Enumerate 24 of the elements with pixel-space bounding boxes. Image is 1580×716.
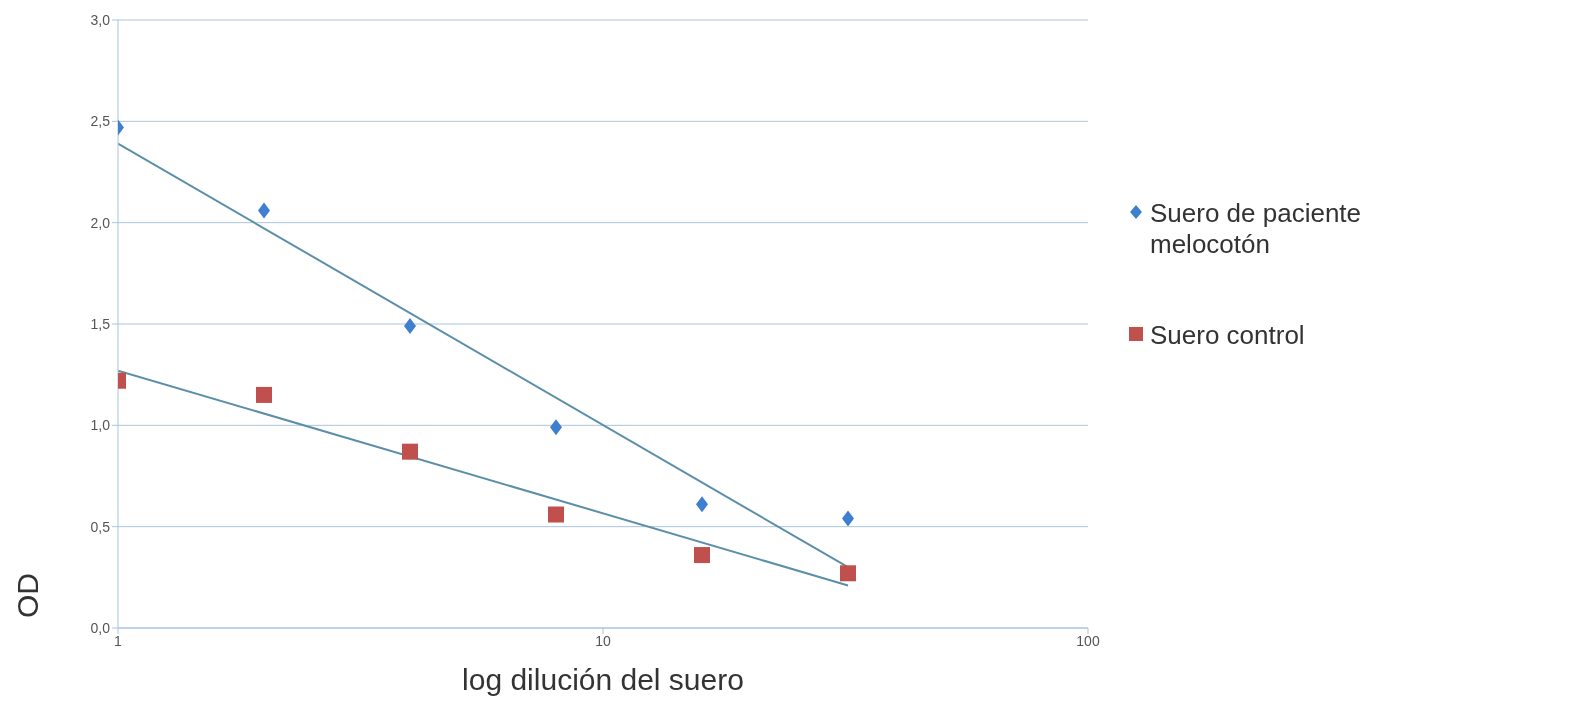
- y-tick-label: 1,5: [90, 315, 111, 332]
- point: [258, 202, 270, 219]
- y-tick-label: 2,0: [90, 214, 111, 231]
- point: [256, 386, 272, 403]
- point: [842, 510, 854, 527]
- point: [402, 443, 418, 460]
- y-tick-label: 0,0: [90, 619, 111, 636]
- point: [548, 506, 564, 523]
- point: [840, 565, 856, 582]
- legend-label: Suero control: [1150, 320, 1305, 351]
- y-tick-label: 1,0: [90, 417, 111, 434]
- y-tick-label: 3,0: [90, 11, 111, 28]
- point: [696, 496, 708, 513]
- point: [694, 547, 710, 564]
- x-tick-label: 1: [114, 632, 123, 649]
- y-tick-label: 2,5: [90, 113, 111, 130]
- point: [404, 318, 416, 335]
- point: [550, 419, 562, 436]
- y-axis-title: OD: [11, 573, 44, 618]
- x-axis-title: log dilución del suero: [462, 663, 744, 696]
- x-tick-label: 10: [595, 632, 611, 649]
- legend-label: Suero de paciente melocotón: [1150, 198, 1363, 260]
- x-tick-label: 100: [1076, 632, 1100, 649]
- y-tick-label: 0,5: [90, 518, 111, 535]
